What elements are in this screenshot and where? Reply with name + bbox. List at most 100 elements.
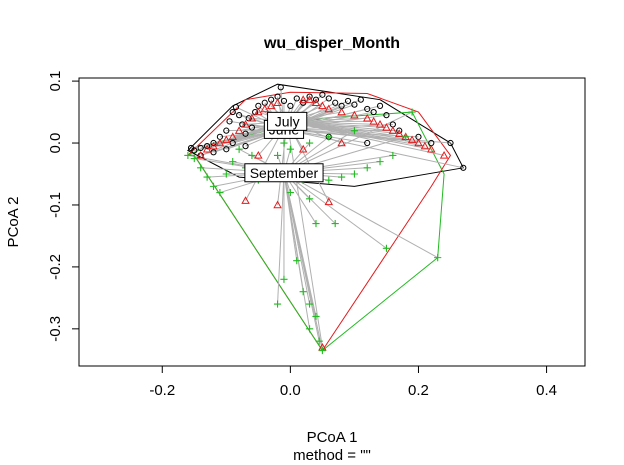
point-july-37 xyxy=(298,144,308,153)
spider-lines xyxy=(187,87,464,351)
point-september-19 xyxy=(350,170,359,178)
point-june-4 xyxy=(210,139,217,147)
spider-june-43 xyxy=(283,128,464,169)
point-june-25 xyxy=(306,93,313,100)
point-june-32 xyxy=(351,101,358,108)
y-tick-label-1: -0.2 xyxy=(47,254,64,280)
point-june-50 xyxy=(242,143,249,150)
point-july-34 xyxy=(324,197,334,206)
point-july-23 xyxy=(382,123,391,131)
point-september-35 xyxy=(312,312,320,321)
point-july-27 xyxy=(407,135,417,144)
point-september-29 xyxy=(312,219,320,228)
spider-september-39 xyxy=(283,172,387,249)
point-june-6 xyxy=(223,127,230,134)
point-september-34 xyxy=(305,300,314,308)
spider-september-38 xyxy=(283,172,323,351)
label-september-box xyxy=(244,163,324,183)
point-september-21 xyxy=(376,158,384,166)
point-july-21 xyxy=(369,116,378,125)
point-september-20 xyxy=(363,164,371,172)
point-september-28 xyxy=(331,219,339,228)
point-july-0 xyxy=(196,150,205,159)
point-july-12 xyxy=(273,98,282,106)
point-september-1 xyxy=(190,154,198,163)
x-axis: -0.2 0.0 0.2 0.4 xyxy=(149,365,557,399)
point-june-36 xyxy=(376,102,384,109)
point-july-39 xyxy=(337,138,346,147)
point-september-25 xyxy=(350,127,359,135)
chart-title: wu_disper_Month xyxy=(263,35,400,52)
y-tick-label-3: 0.0 xyxy=(47,133,64,154)
label-september-text: September xyxy=(250,165,319,181)
point-june-7 xyxy=(226,118,233,125)
point-june-23 xyxy=(293,95,300,102)
point-september-8 xyxy=(235,145,243,153)
point-june-43 xyxy=(460,164,467,171)
point-september-27 xyxy=(305,139,314,147)
spider-september-32 xyxy=(277,172,285,305)
point-june-10 xyxy=(236,112,243,119)
spider-july-35 xyxy=(286,121,323,348)
point-september-44 xyxy=(305,195,314,203)
point-september-32 xyxy=(273,300,282,308)
point-september-37 xyxy=(315,337,323,345)
point-july-3 xyxy=(215,138,225,147)
point-july-24 xyxy=(388,126,398,134)
point-september-36 xyxy=(305,325,314,333)
point-july-29 xyxy=(420,141,430,150)
x-axis-label: PCoA 1 xyxy=(307,429,358,446)
point-september-17 xyxy=(325,176,333,184)
point-july-17 xyxy=(324,104,334,113)
point-july-15 xyxy=(311,98,321,106)
y-axis: -0.3 -0.2 -0.1 0.0 0.1 xyxy=(47,71,80,342)
point-june-39 xyxy=(396,127,403,134)
point-june-3 xyxy=(204,143,211,150)
point-september-2 xyxy=(197,164,205,172)
point-july-11 xyxy=(266,101,276,110)
spider-july-31 xyxy=(287,120,445,156)
point-july-10 xyxy=(260,104,269,113)
label-september: September xyxy=(244,163,324,183)
point-june-20 xyxy=(277,84,284,91)
point-september-31 xyxy=(280,275,288,283)
point-july-16 xyxy=(318,101,327,110)
label-july-text: July xyxy=(275,113,300,129)
spider-september-40 xyxy=(283,172,438,259)
y-tick-label-0: -0.3 xyxy=(47,316,64,342)
point-july-32 xyxy=(241,196,250,204)
point-september-11 xyxy=(273,151,282,160)
point-june-1 xyxy=(191,147,198,154)
x-tick-label-2: 0.2 xyxy=(408,382,429,399)
point-september-39 xyxy=(382,244,391,252)
point-september-40 xyxy=(434,254,442,262)
point-june-48 xyxy=(223,146,230,153)
point-september-0 xyxy=(184,151,192,160)
point-june-31 xyxy=(344,97,352,105)
point-july-25 xyxy=(395,129,404,137)
spider-september-36 xyxy=(283,172,311,329)
group-labels: JuneJulySeptember xyxy=(244,111,324,183)
point-september-4 xyxy=(209,182,218,190)
point-july-38 xyxy=(254,150,263,159)
x-axis-sublabel: method = "" xyxy=(293,447,371,464)
spider-july-30 xyxy=(287,120,432,150)
point-june-35 xyxy=(370,108,377,116)
point-september-26 xyxy=(325,133,333,141)
point-september-30 xyxy=(293,257,301,265)
point-july-5 xyxy=(228,132,237,141)
point-june-33 xyxy=(357,96,364,103)
data-points xyxy=(184,84,467,355)
point-september-38 xyxy=(318,346,326,355)
label-july-box xyxy=(267,111,308,131)
point-july-7 xyxy=(241,120,250,128)
point-july-22 xyxy=(375,120,385,128)
x-tick-label-1: 0.0 xyxy=(280,382,301,399)
point-june-34 xyxy=(364,105,371,113)
point-september-33 xyxy=(299,288,307,296)
point-june-2 xyxy=(197,144,204,152)
point-june-27 xyxy=(319,91,326,98)
point-september-22 xyxy=(389,151,397,160)
label-july: July xyxy=(267,111,308,131)
